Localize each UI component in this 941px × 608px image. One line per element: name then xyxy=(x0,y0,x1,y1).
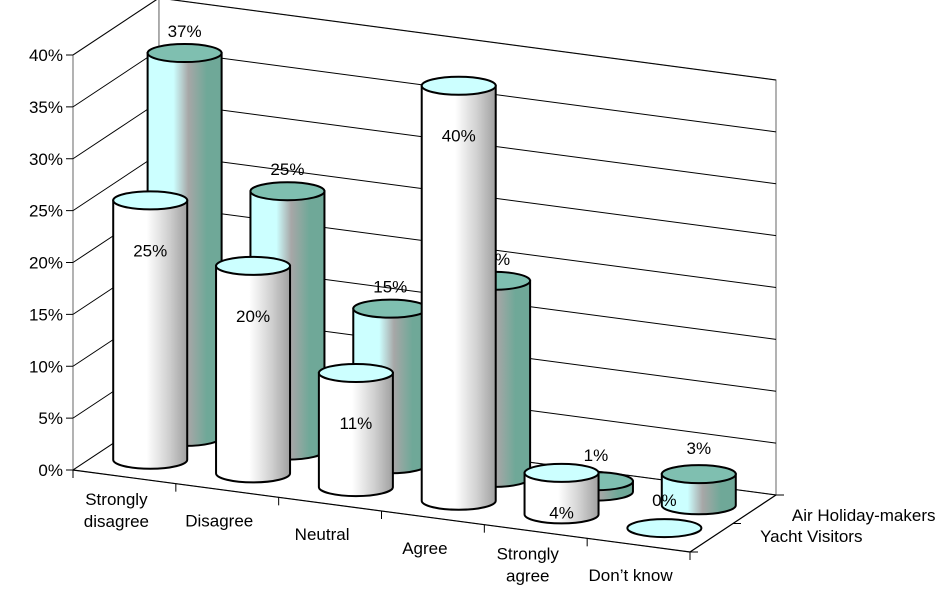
data-label: 11% xyxy=(340,414,373,433)
data-label: 40% xyxy=(442,127,476,146)
data-label: 25% xyxy=(270,160,304,179)
cylinder-top xyxy=(112,190,189,211)
cylinder-top xyxy=(626,518,703,539)
x-tick-label: Disagree xyxy=(185,512,253,531)
data-label: 0% xyxy=(652,491,677,510)
data-label: 15% xyxy=(373,278,407,297)
cylinder-top xyxy=(146,43,223,64)
y-tick-label: 30% xyxy=(29,150,63,169)
cylinder-body xyxy=(523,471,600,525)
cylinder-top xyxy=(249,181,326,202)
bar xyxy=(317,362,394,498)
bar xyxy=(660,464,737,516)
cylinder-body xyxy=(215,264,292,484)
data-label: 3% xyxy=(686,439,711,458)
y-tick-label: 35% xyxy=(29,98,63,117)
bar xyxy=(112,190,189,470)
data-label: 4% xyxy=(549,503,574,522)
bar xyxy=(523,462,600,525)
y-tick-label: 20% xyxy=(29,254,63,273)
data-label: 37% xyxy=(168,22,202,41)
cylinder-body xyxy=(420,84,497,511)
cylinder-top xyxy=(317,362,394,383)
y-tick-label: 15% xyxy=(29,305,63,324)
cylinder-body xyxy=(660,473,737,516)
x-tick-label: disagree xyxy=(84,512,149,531)
x-tick-label: agree xyxy=(506,567,549,586)
series-label: Yacht Visitors xyxy=(760,527,862,546)
cylinder-top xyxy=(660,464,737,485)
x-tick-label: Agree xyxy=(402,539,447,558)
bar xyxy=(626,518,703,539)
bar xyxy=(420,75,497,511)
y-tick-label: 10% xyxy=(29,357,63,376)
x-tick-label: Neutral xyxy=(295,525,350,544)
data-label: 20% xyxy=(236,307,270,326)
y-tick-label: 25% xyxy=(29,202,63,221)
cylinder-body xyxy=(317,371,394,498)
x-tick-label: Strongly xyxy=(85,490,148,509)
cylinder-top xyxy=(420,75,497,96)
y-tick-label: 40% xyxy=(29,46,63,65)
x-tick-label: Strongly xyxy=(497,545,560,564)
cylinder-top xyxy=(215,255,292,276)
y-tick-label: 5% xyxy=(38,409,63,428)
series-label: Air Holiday-makers xyxy=(792,506,936,525)
data-label: 1% xyxy=(584,446,609,465)
cylinder-top xyxy=(352,298,429,319)
cylinder-top xyxy=(523,462,600,483)
cylinder-body xyxy=(112,199,189,470)
gridline xyxy=(72,0,777,81)
y-tick-label: 0% xyxy=(38,461,63,480)
x-tick-label: Don’t know xyxy=(589,566,674,585)
bar xyxy=(215,255,292,484)
data-label: 25% xyxy=(133,241,167,260)
